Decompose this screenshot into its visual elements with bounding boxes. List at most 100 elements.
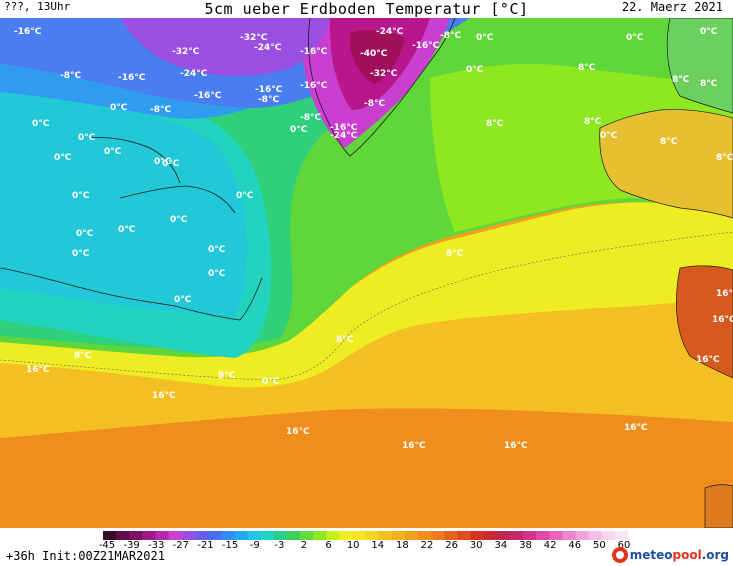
meteopool-logo-icon — [611, 547, 628, 563]
scandinavia-north — [666, 18, 733, 114]
temperature-label: 0°C — [626, 33, 644, 43]
contour-line — [0, 231, 733, 381]
colorbar-swatch — [523, 531, 537, 540]
temperature-map: -16°C -32°C -32°C -24°C -16°C -24°C -16°C 0°C -8… — [0, 18, 733, 528]
colorbar-swatch — [496, 531, 511, 540]
colorbar-tick-label: 42 — [543, 540, 557, 551]
colorbar-tick-label: 38 — [519, 540, 532, 551]
colorbar-swatch — [234, 531, 248, 540]
temperature-label: -8°C — [300, 113, 321, 123]
temperature-label: 0°C — [104, 147, 122, 157]
colorbar-swatch — [404, 531, 419, 540]
temperature-label: 8°C — [218, 371, 236, 381]
temperature-label: 0°C — [54, 153, 72, 163]
temperature-label: 0°C — [162, 159, 180, 169]
temperature-label: -32°C — [240, 33, 268, 43]
run-info-label: +36h Init:00Z21MAR2021 — [6, 549, 165, 563]
canada-coastline — [0, 137, 263, 321]
temperature-label: -16°C — [300, 81, 328, 91]
temperature-label: -32°C — [172, 47, 200, 57]
temperature-label: 16°C — [286, 427, 310, 437]
colorbar-tick-label: 46 — [568, 540, 582, 551]
north-purple-region — [120, 18, 330, 76]
colorbar-tick-label: -39 — [123, 540, 140, 551]
temperature-label: 0°C — [72, 191, 90, 201]
colorbar-swatch — [103, 531, 117, 540]
temperature-label: 0°C — [118, 225, 136, 235]
temperature-label: 8°C — [660, 137, 678, 147]
scandinavia-landmass — [599, 109, 733, 219]
colorbar-tick-label: -9 — [249, 540, 260, 551]
temperature-label: 16°C — [26, 365, 50, 375]
temperature-label: 8°C — [486, 119, 504, 129]
colorbar-swatch — [549, 531, 563, 540]
temperature-label: 0°C — [600, 131, 618, 141]
temperature-label: -32°C — [370, 69, 398, 79]
temperature-labels: -16°C-32°C-32°C-24°C -16°C-24°C-16°C0°C-8… — [14, 27, 733, 451]
colorbar-tick-label: -15 — [221, 540, 239, 551]
temperature-label: 0°C — [154, 157, 172, 167]
temperature-label: -16°C — [14, 27, 42, 37]
temperature-label: 0°C — [78, 133, 96, 143]
colorbar-tick-label: 26 — [445, 540, 459, 551]
temperature-label: 0°C — [236, 191, 254, 201]
colorbar-tick-label: 34 — [494, 540, 508, 551]
temperature-label: 8°C — [584, 117, 602, 127]
colorbar-swatch — [208, 531, 222, 540]
temperature-label: -16°C — [255, 85, 283, 95]
colorbar-swatch — [247, 531, 262, 540]
temperature-label: 0°C — [208, 245, 226, 255]
arctic-fringe-region — [0, 64, 250, 119]
colorbar-swatch — [286, 531, 301, 540]
meteopool-logo[interactable]: meteopool.org — [611, 546, 729, 564]
temperature-label: 16°C — [712, 315, 733, 325]
colorbar-swatch — [260, 531, 275, 540]
colorbar-tick-label: 14 — [371, 540, 385, 551]
temperature-label: -8°C — [258, 95, 279, 105]
colorbar-swatch — [391, 531, 406, 540]
temperature-label: -16°C — [412, 41, 440, 51]
colorbar-swatch — [155, 531, 170, 540]
temperature-label: 0°C — [700, 27, 718, 37]
temperature-label: -16°C — [300, 47, 328, 57]
temperature-label: -8°C — [150, 105, 171, 115]
africa-landmass — [704, 484, 733, 528]
colorbar-swatch — [339, 531, 353, 540]
colorbar-swatch — [326, 531, 340, 540]
temperature-label: -24°C — [254, 43, 282, 53]
temperature-label: -8°C — [60, 71, 81, 81]
temperature-label: 0°C — [174, 295, 192, 305]
colorbar-swatch — [273, 531, 288, 540]
yellow-region — [0, 201, 733, 388]
colorbar-tick-label: -21 — [197, 540, 214, 551]
temperature-label: 8°C — [74, 351, 92, 361]
colorbar-swatch — [313, 531, 327, 540]
header-bar: ???, 13Uhr 5cm ueber Erdboden Temperatur… — [0, 0, 733, 18]
map-canvas: -16°C-32°C-32°C-24°C -16°C-24°C-16°C0°C-8… — [0, 18, 733, 528]
colorbar-swatch — [588, 531, 603, 540]
temperature-label: 0°C — [72, 249, 90, 259]
colorbar-tick-label: -45 — [98, 540, 116, 551]
colorbar-swatch — [536, 531, 550, 540]
colorbar-tick-label: 18 — [396, 540, 409, 551]
colorbar-swatch — [418, 531, 432, 540]
temperature-label: -40°C — [360, 49, 388, 59]
temperature-label: 8°C — [446, 249, 464, 259]
colorbar-swatch — [116, 531, 130, 540]
colorbar-tick-label: -3 — [274, 540, 285, 551]
colorbar-swatch — [194, 531, 209, 540]
temperature-label: -16°C — [118, 73, 146, 83]
colorbar-swatch — [431, 531, 445, 540]
temperature-label: 16°C — [402, 441, 426, 451]
valid-time-label: ???, 13Uhr — [4, 0, 71, 13]
temperature-label: -24°C — [376, 27, 404, 37]
colorbar-tick-label: -33 — [148, 540, 165, 551]
colorbar-tick-label: 60 — [617, 540, 631, 551]
colorbar-swatch — [575, 531, 590, 540]
colorbar-swatch — [444, 531, 458, 540]
temperature-label: -8°C — [364, 99, 385, 109]
temperature-label: -16°C — [330, 123, 358, 133]
temperature-label: 16°C — [716, 289, 733, 299]
colorbar-swatch — [601, 531, 616, 540]
colorbar-swatch — [299, 531, 314, 540]
